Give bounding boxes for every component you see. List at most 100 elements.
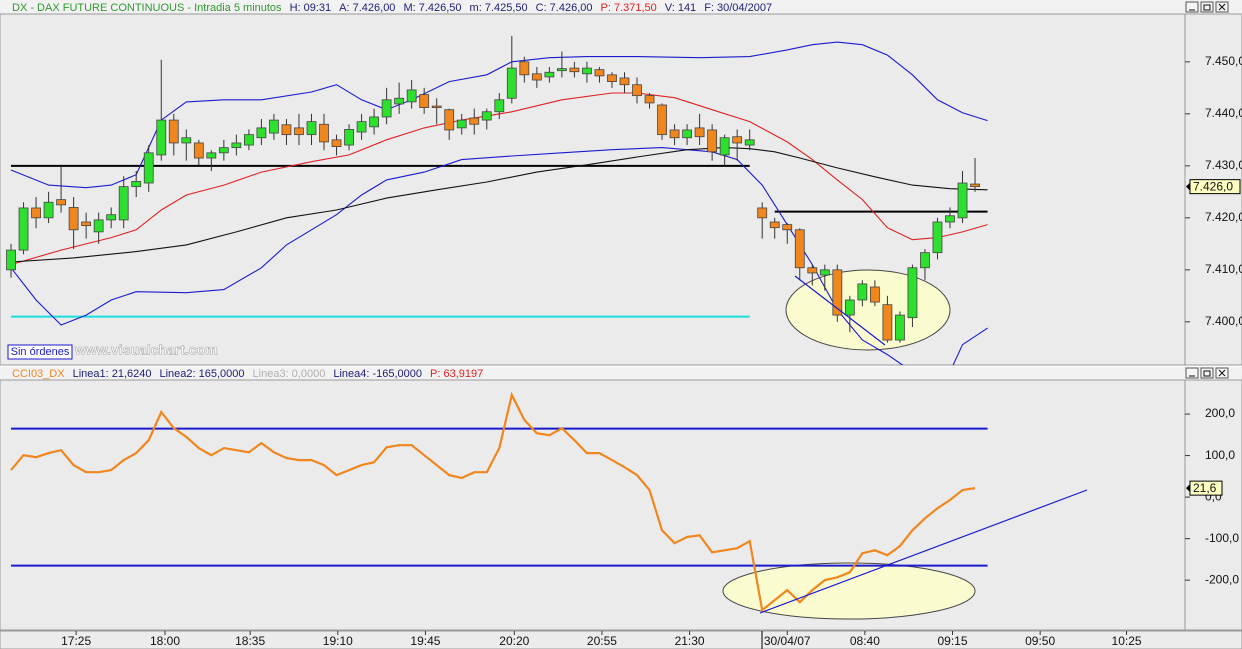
header-field: H: 09:31: [290, 2, 332, 14]
candle-body: [494, 99, 505, 113]
candle-body: [131, 181, 142, 188]
indicator-line: [10, 92, 988, 266]
candle-body: [582, 67, 592, 75]
candle-body: [369, 116, 379, 128]
candle-body: [306, 121, 317, 136]
maximize-button[interactable]: [1200, 367, 1214, 379]
header-field: A: 7.426,00: [339, 2, 395, 14]
price-marks: [6, 35, 988, 365]
panel-header: DX - DAX FUTURE CONTINUOUS - Intradia 5 …: [12, 2, 772, 14]
minimize-button[interactable]: [1185, 367, 1199, 379]
trend-line: [759, 489, 1088, 614]
last-value-label: 21,6: [1193, 481, 1217, 495]
candle-body: [757, 207, 768, 219]
candle-body: [394, 97, 405, 105]
minimize-button[interactable]: [1185, 1, 1199, 13]
candle-body: [707, 129, 718, 153]
candle-body: [594, 69, 605, 77]
candle-body: [444, 109, 455, 131]
candle-body: [895, 314, 905, 341]
candle-body: [18, 207, 29, 251]
candle-body: [206, 152, 217, 159]
last-value-box: [1189, 480, 1223, 496]
header-field: Linea1: 21,6240: [73, 368, 152, 380]
y-tick-label: 7.440,0: [1205, 106, 1242, 120]
last-value-pointer: [1186, 484, 1190, 493]
window-button-glyphs: [1189, 3, 1226, 377]
cci-panel: [0, 379, 1186, 631]
candle-body: [807, 267, 818, 274]
candle-body: [882, 304, 893, 341]
y-tick-label: 7.430,0: [1205, 158, 1242, 172]
maximize-button[interactable]: [1200, 1, 1214, 13]
cci-axis: [1184, 379, 1242, 631]
candle-body: [744, 139, 755, 146]
candle-body: [331, 139, 342, 147]
candle-body: [519, 61, 530, 76]
candle-body: [481, 111, 492, 121]
header-field: C: 7.426,00: [536, 2, 593, 14]
indicator-line: [10, 147, 988, 365]
order-status-box[interactable]: [7, 344, 73, 360]
candle-body: [218, 147, 229, 154]
candle-body: [243, 134, 254, 146]
header-field: Linea4: -165,0000: [333, 368, 422, 380]
header-field: DX - DAX FUTURE CONTINUOUS - Intradia 5 …: [12, 2, 282, 14]
indicator-line: [10, 147, 988, 263]
last-value-pointer: [1186, 182, 1190, 191]
candle-body: [231, 142, 242, 149]
candle-body: [669, 129, 680, 139]
candle-body: [769, 221, 780, 229]
candle-body: [143, 152, 154, 184]
highlight-ellipse: [722, 562, 976, 620]
candle-body: [857, 283, 868, 301]
candle-body: [932, 221, 943, 254]
x-tick-label: 09:50: [1025, 634, 1055, 648]
x-tick-label: 18:00: [150, 634, 180, 648]
panel-header: CCI03_DX Linea1: 21,6240 Linea2: 165,0000 L…: [12, 368, 483, 380]
x-tick-label: 17:25: [61, 634, 91, 648]
x-tick-label: 19:10: [323, 634, 353, 648]
candle-body: [832, 269, 843, 316]
header-field: Linea2: 165,0000: [160, 368, 245, 380]
header-field: M: 7.426,50: [403, 2, 461, 14]
candle-body: [732, 136, 743, 144]
x-tick-label: 19:45: [410, 634, 440, 648]
y-tick-label: 7.400,0: [1205, 314, 1242, 328]
candle-body: [81, 221, 92, 227]
time-axis: [0, 630, 1242, 649]
candle-body: [181, 137, 192, 144]
candle-body: [657, 104, 667, 136]
price-panel: [0, 13, 1186, 366]
candle-body: [156, 119, 167, 156]
candle-body: [920, 252, 930, 269]
candle-body: [844, 299, 855, 316]
y-tick-label: 200,0: [1205, 406, 1235, 420]
candle-body: [719, 137, 730, 156]
header-field: Linea3: 0,0000: [253, 368, 326, 380]
candle-body: [945, 215, 955, 223]
candle-body: [419, 94, 430, 108]
candle-body: [819, 269, 830, 276]
candle-body: [957, 182, 968, 219]
candle-body: [794, 229, 805, 269]
candle-body: [93, 219, 104, 233]
header-field: P: 7.371,50: [601, 2, 657, 14]
x-tick-label: 30/04/07: [764, 634, 811, 648]
y-tick-label: -100,0: [1205, 531, 1239, 545]
candle-body: [782, 224, 793, 231]
header-bar: [0, 0, 1242, 14]
cci-line: [10, 391, 976, 613]
candle-body: [56, 199, 66, 206]
header-field: CCI03_DX: [12, 368, 65, 380]
highlight-ellipse: [785, 269, 951, 351]
candle-body: [556, 68, 567, 72]
candle-body: [356, 121, 367, 133]
candle-body: [469, 117, 480, 125]
x-tick-label: 20:55: [587, 634, 617, 648]
y-tick-label: 7.450,0: [1205, 54, 1242, 68]
candle-body: [281, 124, 292, 136]
candle-body: [106, 214, 117, 221]
